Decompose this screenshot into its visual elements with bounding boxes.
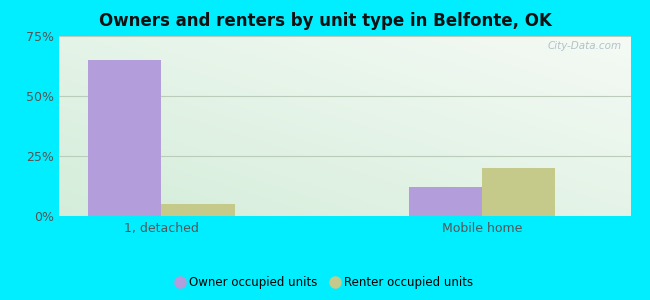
Bar: [88, 60, 161, 216]
Bar: [161, 204, 235, 216]
Text: City-Data.com: City-Data.com: [548, 41, 622, 51]
Legend: Owner occupied units, Renter occupied units: Owner occupied units, Renter occupied un…: [173, 272, 477, 294]
Bar: [409, 187, 482, 216]
Text: Owners and renters by unit type in Belfonte, OK: Owners and renters by unit type in Belfo…: [99, 12, 551, 30]
Bar: [482, 168, 555, 216]
